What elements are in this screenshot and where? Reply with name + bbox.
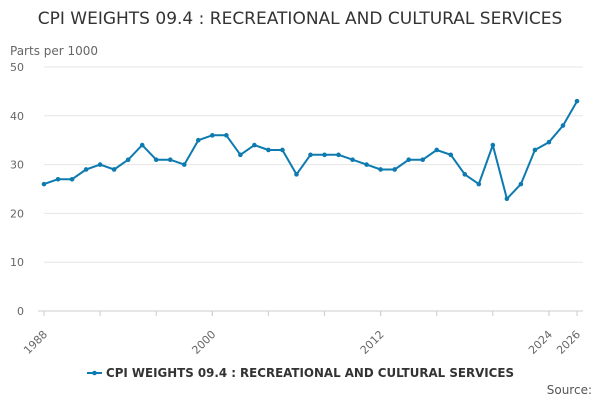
data-point-2022[interactable] xyxy=(518,181,524,187)
series-layer xyxy=(41,98,580,202)
data-point-2025[interactable] xyxy=(560,123,566,128)
data-point-2021[interactable] xyxy=(504,196,510,202)
y-tick-label-10: 10 xyxy=(10,256,24,269)
y-tick-label-40: 40 xyxy=(10,110,24,123)
data-point-1998[interactable] xyxy=(181,162,187,167)
data-point-1988[interactable] xyxy=(41,181,47,187)
y-tick-label-0: 0 xyxy=(17,305,24,318)
y-axis-label: Parts per 1000 xyxy=(10,44,99,58)
data-point-1999[interactable] xyxy=(195,137,201,143)
data-point-2009[interactable] xyxy=(336,152,341,158)
data-point-1994[interactable] xyxy=(125,157,131,163)
data-point-2017[interactable] xyxy=(448,152,454,158)
data-point-1991[interactable] xyxy=(83,167,89,172)
data-point-1993[interactable] xyxy=(111,167,117,172)
data-point-2007[interactable] xyxy=(308,152,313,158)
data-point-2006[interactable] xyxy=(294,172,299,177)
data-point-1997[interactable] xyxy=(167,157,173,163)
data-point-2002[interactable] xyxy=(238,152,243,158)
data-point-2001[interactable] xyxy=(224,133,229,138)
data-point-2013[interactable] xyxy=(392,167,397,172)
data-point-1996[interactable] xyxy=(153,157,159,163)
y-tick-label-30: 30 xyxy=(10,159,24,172)
y-axis-ticks: 0 10 20 30 40 50 xyxy=(10,61,24,318)
data-point-2005[interactable] xyxy=(280,147,285,153)
data-point-2012[interactable] xyxy=(378,167,383,172)
x-tick-label-2026: 2026 xyxy=(554,328,583,357)
legend-marker xyxy=(92,370,97,376)
data-point-1992[interactable] xyxy=(97,162,103,167)
data-point-2015[interactable] xyxy=(420,157,426,163)
data-point-2010[interactable] xyxy=(350,157,355,163)
source-label: Source: xyxy=(546,383,592,397)
data-point-2023[interactable] xyxy=(532,147,538,153)
data-point-2016[interactable] xyxy=(434,147,440,153)
legend-label[interactable]: CPI WEIGHTS 09.4 : RECREATIONAL AND CULT… xyxy=(106,366,514,380)
x-tick-label-2012: 2012 xyxy=(358,328,387,357)
data-point-2024[interactable] xyxy=(546,139,552,145)
legend[interactable]: CPI WEIGHTS 09.4 : RECREATIONAL AND CULT… xyxy=(87,366,514,380)
data-point-1990[interactable] xyxy=(69,176,75,182)
chart-title: CPI WEIGHTS 09.4 : RECREATIONAL AND CULT… xyxy=(37,9,563,29)
x-axis: 1988 2000 2012 2024 2026 xyxy=(21,310,583,357)
y-tick-label-50: 50 xyxy=(10,61,24,74)
y-tick-label-20: 20 xyxy=(10,207,24,220)
data-point-1995[interactable] xyxy=(139,142,145,148)
grid-lines xyxy=(44,66,583,312)
data-point-2026[interactable] xyxy=(574,98,580,104)
x-tick-label-1988: 1988 xyxy=(21,328,50,357)
data-point-2003[interactable] xyxy=(252,142,257,148)
data-point-2018[interactable] xyxy=(462,172,468,177)
data-point-2020[interactable] xyxy=(490,142,496,148)
data-point-2000[interactable] xyxy=(210,133,215,138)
data-point-2019[interactable] xyxy=(476,181,482,187)
x-tick-label-2024: 2024 xyxy=(526,328,555,357)
data-point-2004[interactable] xyxy=(266,147,271,153)
data-point-1989[interactable] xyxy=(55,176,61,182)
data-point-2011[interactable] xyxy=(364,162,369,167)
x-tick-label-2000: 2000 xyxy=(189,328,218,357)
data-point-2014[interactable] xyxy=(406,157,411,163)
data-point-2008[interactable] xyxy=(322,152,327,158)
